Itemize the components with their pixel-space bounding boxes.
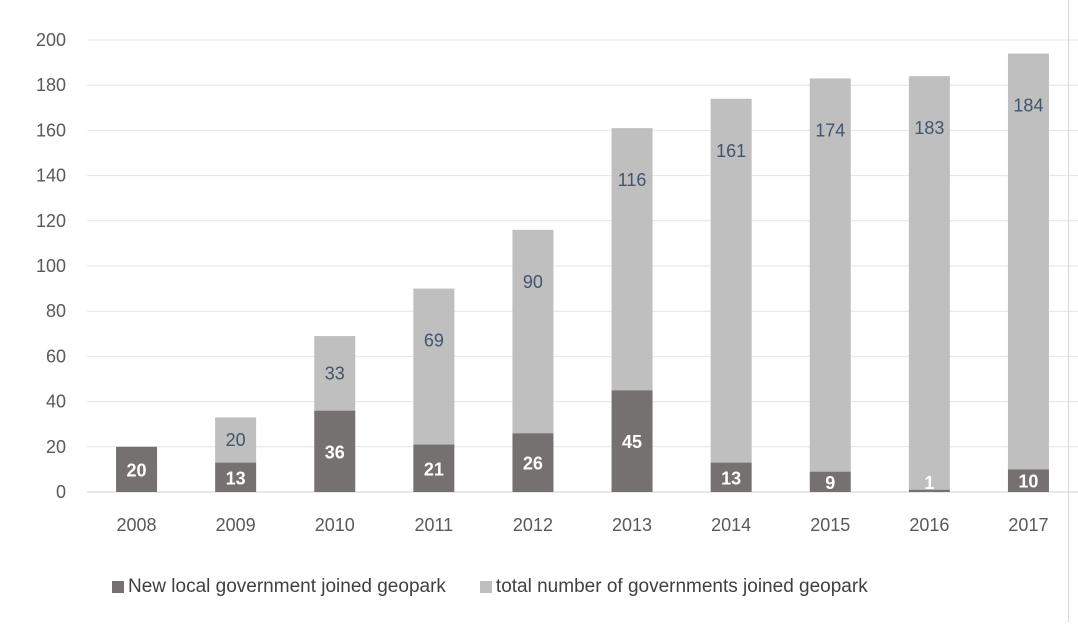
x-tick-label: 2012 — [513, 515, 553, 535]
data-label-new: 13 — [226, 468, 246, 488]
data-label-new: 36 — [325, 442, 345, 462]
bar-new — [512, 433, 554, 492]
data-label-new: 45 — [622, 432, 642, 452]
data-label-total: 69 — [424, 331, 444, 351]
y-tick-label: 100 — [36, 256, 66, 276]
y-tick-label: 200 — [36, 30, 66, 50]
data-label-total: 90 — [523, 272, 543, 292]
x-tick-label: 2010 — [315, 515, 355, 535]
x-tick-label: 2017 — [1008, 515, 1048, 535]
bar-total — [512, 229, 554, 434]
bar-new — [215, 462, 257, 492]
data-label-new: 26 — [523, 454, 543, 474]
legend-item-total-governments: total number of governments joined geopa… — [479, 576, 868, 598]
frame-border — [1068, 0, 1069, 622]
bar-new — [413, 444, 455, 492]
data-label-new: 9 — [825, 473, 835, 493]
data-label-new: 20 — [127, 460, 147, 480]
x-tick-label: 2011 — [414, 515, 453, 535]
legend-label: total number of governments joined geopa… — [495, 576, 868, 597]
x-tick-label: 2009 — [216, 515, 256, 535]
data-label-total: 183 — [914, 118, 944, 138]
bar-new — [809, 471, 851, 492]
x-tick-label: 2014 — [711, 515, 751, 535]
bars — [116, 53, 1049, 492]
y-tick-label: 140 — [36, 166, 66, 186]
y-tick-label: 40 — [46, 392, 66, 412]
data-labels: 20 20 13 33 36 69 21 90 26 116 45 161 13 174 9 183 1 184 1… — [127, 96, 1044, 493]
bar-new — [1007, 469, 1049, 492]
bar-new — [611, 390, 653, 492]
bar-total — [1007, 53, 1049, 470]
data-label-new: 1 — [924, 473, 934, 493]
bar-new — [116, 446, 158, 492]
y-tick-label: 20 — [46, 437, 66, 457]
x-axis: 2008 2009 2010 2011 2012 2013 2014 2015 2016 2017 — [117, 515, 1049, 535]
bar-total — [809, 78, 851, 472]
data-label-new: 21 — [424, 459, 444, 479]
data-label-new: 13 — [721, 468, 741, 488]
bar-total — [611, 128, 653, 391]
bar-total — [413, 288, 455, 445]
bar-new — [908, 489, 950, 492]
legend-swatch — [479, 581, 492, 593]
data-label-total: 20 — [226, 430, 246, 450]
bar-new — [710, 462, 752, 492]
y-tick-label: 0 — [56, 482, 66, 502]
data-label-total: 174 — [815, 120, 845, 140]
y-tick-label: 180 — [36, 75, 66, 95]
bar-total — [314, 336, 356, 411]
legend: New local government joined geopark tota… — [112, 574, 902, 600]
x-tick-label: 2008 — [117, 515, 157, 535]
y-tick-label: 120 — [36, 211, 66, 231]
data-label-new: 10 — [1018, 472, 1038, 492]
bar-total — [710, 98, 752, 463]
x-tick-label: 2016 — [909, 515, 949, 535]
data-label-total: 33 — [325, 363, 345, 383]
bar-total — [908, 76, 950, 490]
legend-item-new-local-government: New local government joined geopark — [112, 576, 446, 598]
data-label-total: 184 — [1013, 96, 1043, 116]
bar-new — [314, 410, 356, 492]
y-tick-label: 80 — [46, 301, 66, 321]
y-tick-label: 160 — [36, 120, 66, 140]
legend-swatch — [112, 581, 124, 593]
x-tick-label: 2013 — [612, 515, 652, 535]
y-axis: 0 20 40 60 80 100 120 140 160 180 200 — [36, 30, 66, 502]
bar-total — [215, 417, 257, 463]
y-tick-label: 60 — [46, 346, 66, 366]
x-tick-label: 2015 — [810, 515, 850, 535]
data-label-total: 161 — [716, 141, 746, 161]
data-label-total: 116 — [618, 170, 647, 190]
legend-label: New local government joined geopark — [128, 576, 446, 597]
